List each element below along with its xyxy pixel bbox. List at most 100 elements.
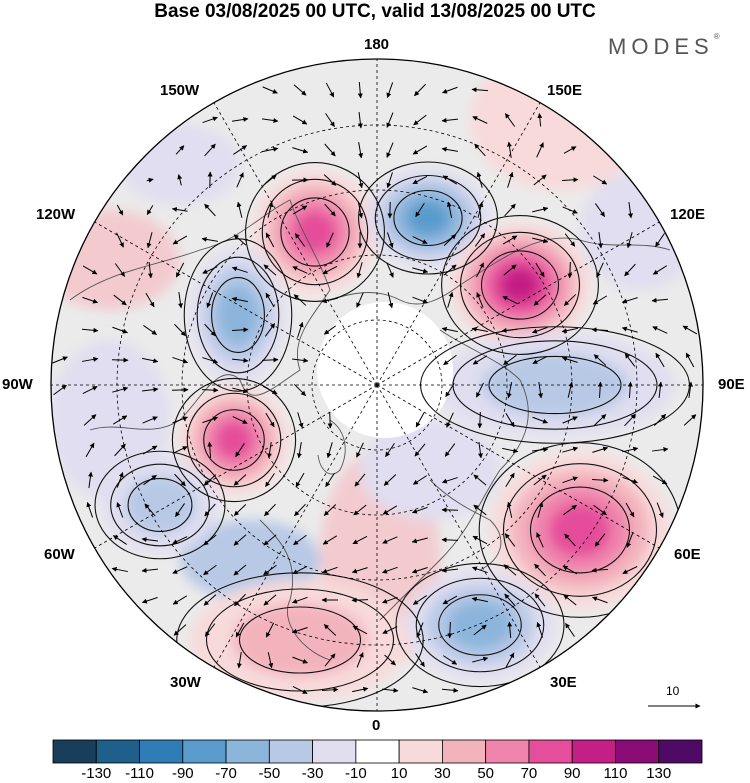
wind-arrow — [593, 175, 608, 185]
wind-arrow — [413, 114, 427, 126]
lon-label-150w: 150W — [160, 82, 200, 99]
anomaly-ring — [406, 200, 450, 236]
wind-arrow — [175, 145, 185, 155]
wind-arrow — [652, 326, 668, 334]
wind-arrow — [532, 356, 548, 364]
wind-arrow — [536, 532, 544, 548]
wind-arrow — [263, 534, 277, 546]
streamline-contour — [238, 606, 362, 674]
lon-label-60w: 60W — [44, 546, 75, 563]
wind-arrow — [471, 87, 489, 93]
wind-arrow — [473, 474, 487, 486]
wind-arrow — [445, 382, 455, 398]
wind-arrow — [567, 261, 573, 279]
wind-arrow — [323, 174, 337, 186]
wind-arrow — [202, 266, 218, 274]
wind-arrow — [592, 295, 608, 305]
wind-arrow — [112, 386, 129, 393]
wind-arrow — [411, 537, 428, 544]
wind-arrow — [447, 621, 453, 639]
anomaly-europe-low — [405, 570, 555, 680]
wind-arrow — [262, 385, 278, 395]
wind-arrow — [592, 446, 609, 453]
streamline-contour — [529, 486, 631, 574]
wind-arrow — [591, 567, 609, 573]
wind-arrow — [352, 535, 368, 545]
streamline-contour — [205, 588, 395, 692]
wind-arrow — [563, 146, 577, 154]
wind-arrow — [563, 504, 577, 516]
wind-arrow — [653, 413, 667, 427]
wind-arrow — [293, 383, 307, 397]
wind-arrow — [441, 477, 458, 484]
wind-arrow — [655, 352, 665, 368]
lon-label-90e: 90E — [718, 376, 745, 393]
wind-arrow — [142, 445, 158, 455]
wind-arrow — [591, 477, 609, 483]
lon-label-30e: 30E — [550, 674, 577, 691]
latitude-circle — [246, 254, 508, 516]
streamline-contour — [261, 178, 369, 286]
wind-arrow — [412, 296, 428, 304]
wind-arrow — [503, 264, 517, 276]
wind-arrow — [412, 175, 428, 185]
wind-arrow — [297, 412, 304, 429]
wind-arrow — [232, 116, 249, 122]
wind-arrow — [562, 206, 578, 214]
wind-arrow — [625, 502, 635, 518]
wind-arrow — [412, 145, 428, 155]
wind-arrow — [147, 261, 153, 279]
coastline — [329, 237, 671, 305]
wind-arrow — [174, 323, 186, 337]
wind-arrow — [352, 686, 369, 693]
wind-arrow — [562, 446, 579, 453]
colorbar-label: -30 — [301, 765, 324, 782]
wind-arrow — [622, 476, 639, 484]
wind-arrow — [146, 232, 153, 249]
colorbar-label: -50 — [258, 765, 281, 782]
wind-arrow — [323, 325, 336, 335]
wind-arrow — [233, 234, 247, 246]
wind-arrow — [627, 202, 633, 219]
wind-arrow — [621, 326, 638, 333]
wind-arrow — [594, 203, 606, 217]
wind-arrow — [593, 414, 607, 426]
wind-arrow — [143, 325, 158, 335]
wind-arrow — [412, 267, 429, 274]
wind-arrow — [203, 474, 217, 486]
streamline-contour — [94, 450, 226, 560]
wind-arrow — [593, 504, 607, 516]
wind-arrow — [233, 534, 247, 546]
wind-arrow — [444, 443, 456, 457]
wind-arrow — [597, 232, 603, 249]
wind-arrow — [112, 415, 128, 425]
wind-arrow — [537, 501, 544, 518]
wind-arrow — [292, 147, 309, 154]
wind-arrow — [411, 506, 428, 514]
brand-name: MODES — [608, 34, 714, 59]
wind-arrow — [507, 621, 513, 639]
streamline-contour — [171, 377, 297, 503]
wind-arrow — [356, 652, 364, 668]
wind-arrow — [325, 473, 335, 488]
wind-arrow — [263, 564, 277, 576]
lon-label-180: 180 — [364, 36, 390, 53]
wind-arrow — [535, 262, 545, 278]
colorbar-swatch — [355, 739, 400, 764]
wind-arrow — [172, 356, 189, 364]
colorbar-swatch — [139, 739, 184, 764]
wind-arrow — [262, 118, 279, 123]
lon-label-150e: 150E — [547, 82, 583, 99]
wind-arrow — [534, 563, 546, 577]
wind-arrow — [231, 266, 248, 273]
wind-arrow — [382, 505, 398, 515]
wind-arrow — [173, 624, 187, 636]
wind-arrow — [52, 356, 68, 364]
wind-arrow — [172, 416, 188, 424]
anomaly-ring — [216, 284, 260, 346]
wind-arrow — [322, 265, 338, 275]
streamline-contour — [110, 463, 210, 547]
wind-arrow — [171, 206, 188, 212]
wind-arrow — [201, 387, 219, 393]
wind-arrow — [146, 177, 154, 183]
